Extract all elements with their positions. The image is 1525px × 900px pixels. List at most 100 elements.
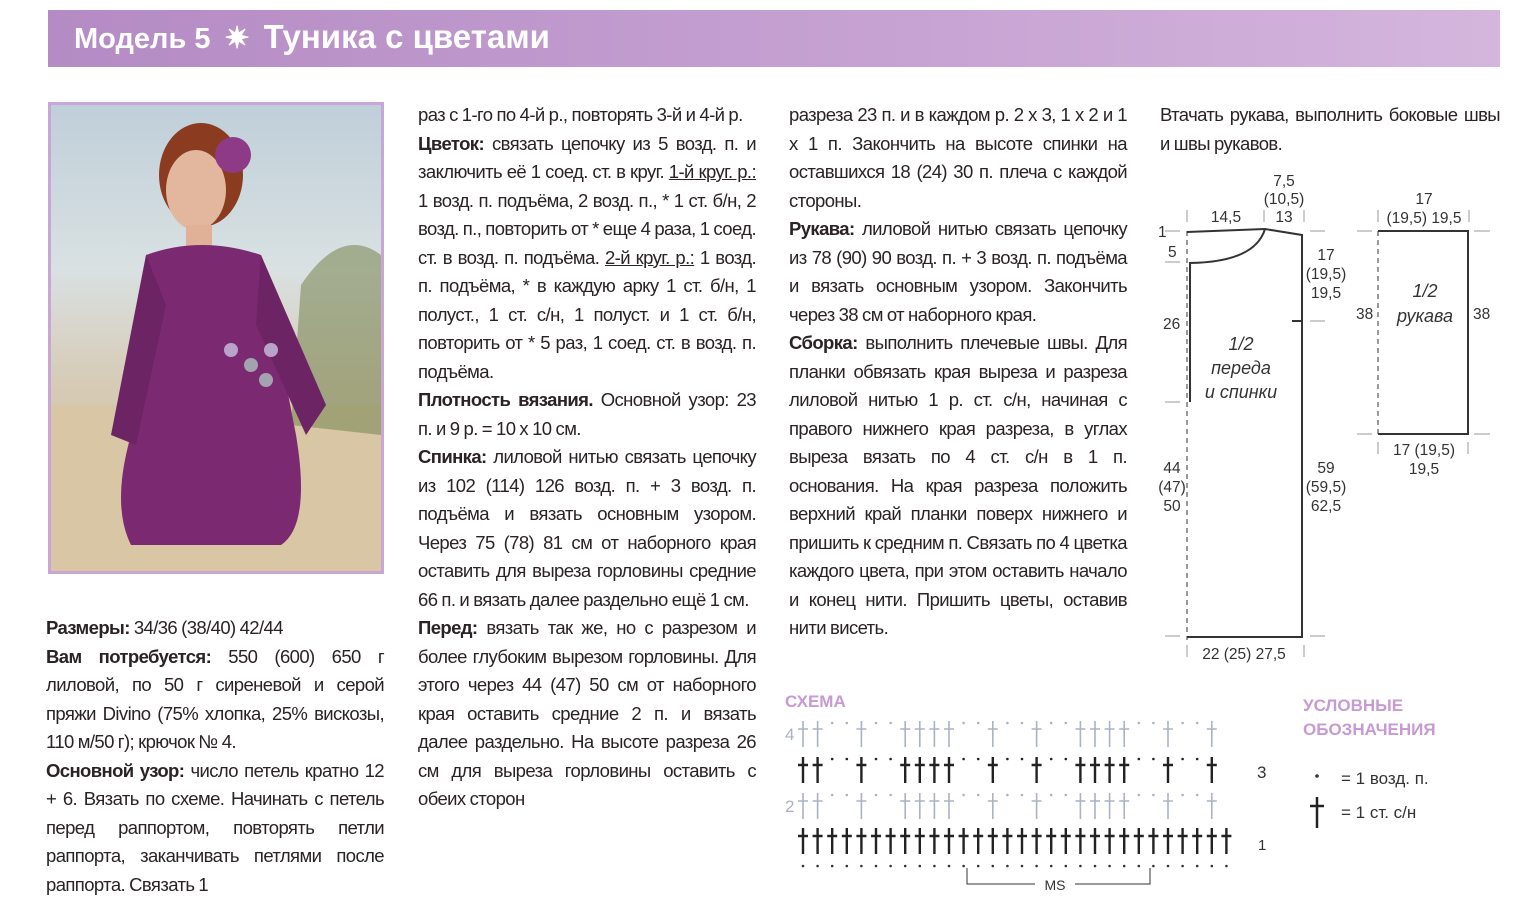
stitch-chain <box>1181 864 1184 868</box>
stitch-dc <box>944 828 954 854</box>
stitch-dc <box>1192 828 1203 854</box>
stitch-dc <box>914 757 925 783</box>
crochet-scheme: СХЕМА 4 3 2 1 MS УСЛОВНЫЕ ОБОЗНАЧЕНИЯ = … <box>785 692 1436 893</box>
model-number: Модель 5 <box>74 23 211 55</box>
neckline-slit <box>1189 228 1266 402</box>
stitch-chain <box>816 864 819 868</box>
stitch-chain <box>845 793 849 797</box>
sizes: Размеры: 34/36 (38/40) 42/44 <box>46 617 284 638</box>
stitch-dc <box>987 793 998 819</box>
sleeve-label: 1/2 <box>1412 281 1437 301</box>
row-number: 3 <box>1257 763 1266 782</box>
pattern-continued: раз с 1-го по 4-й р., повторять 3-й и 4-… <box>418 104 743 125</box>
photo-illustration <box>51 123 381 571</box>
armhole-height: (19,5) <box>1306 266 1347 283</box>
stitch-dc <box>929 721 940 747</box>
flower <box>224 343 238 357</box>
face <box>166 150 226 230</box>
neck-width: 7,5 <box>1273 173 1295 190</box>
stitch-dc <box>1002 828 1013 854</box>
stitch-chain <box>1064 757 1068 761</box>
stitch-chain <box>1006 864 1009 868</box>
stitch-chain <box>976 864 980 868</box>
stitch-dc <box>812 828 823 854</box>
stitch-chain <box>801 864 805 868</box>
row-number: 4 <box>785 725 794 744</box>
stitch-chain <box>1049 757 1053 761</box>
stitch-dc <box>900 721 911 747</box>
scheme-title: СХЕМА <box>785 692 846 711</box>
double-crochet-icon <box>1310 797 1324 828</box>
armhole-height: 19,5 <box>1311 285 1341 302</box>
stitch-chain <box>1195 721 1199 725</box>
stitch-dc <box>1075 757 1086 783</box>
assembly-instructions: Сборка: выполнить плечевые швы. Для план… <box>789 332 1128 638</box>
stitch-dc <box>1090 757 1100 783</box>
stitch-chain <box>874 864 878 868</box>
stitch-dc <box>900 757 911 783</box>
stitch-dc <box>1163 721 1173 747</box>
body-label: и спинки <box>1205 382 1277 402</box>
stitch-dc <box>856 757 867 783</box>
stitch-chain <box>1020 793 1024 797</box>
stitch-dc <box>944 793 954 819</box>
neck-width: (10,5) <box>1264 191 1305 208</box>
stitch-dc <box>798 721 808 747</box>
legend-dc: = 1 ст. с/н <box>1341 803 1416 822</box>
stitch-dc <box>900 793 911 819</box>
stitch-chain <box>1079 864 1082 868</box>
stitch-chain <box>889 864 892 868</box>
stitch-dc <box>798 793 808 819</box>
stitch-dc <box>871 828 881 854</box>
body-label: 1/2 <box>1228 334 1253 354</box>
hair-flower <box>215 137 251 173</box>
stitch-chain <box>889 757 892 761</box>
shoulder-width: 14,5 <box>1211 209 1241 226</box>
stitch-dc <box>914 793 925 819</box>
stitch-dc <box>1031 828 1042 854</box>
model-photo <box>48 102 384 574</box>
stitch-chain <box>903 864 907 868</box>
body-label: переда <box>1211 358 1271 378</box>
stitch-chain <box>1166 864 1170 868</box>
front-continued: разреза 23 п. и в каждом р. 2 х 3, 1 х 2… <box>789 104 1128 211</box>
side-height: (59,5) <box>1306 479 1347 496</box>
stitch-chain <box>1152 757 1155 761</box>
stitch-dc <box>798 757 808 783</box>
stitch-dc <box>1206 757 1217 783</box>
pattern-labels: 14,5 7,5 (10,5) 13 1 5 26 17 (19,5) 19,5… <box>1158 173 1490 663</box>
stitch-dc <box>812 793 823 819</box>
flower <box>264 343 278 357</box>
legend-title: ОБОЗНАЧЕНИЯ <box>1303 720 1436 739</box>
stitch-chain <box>1064 793 1068 797</box>
stitch-chain <box>1049 721 1053 725</box>
stitch-dc <box>1104 757 1115 783</box>
stitch-chain <box>874 757 878 761</box>
stitch-dc <box>944 757 954 783</box>
stitch-dc <box>1104 793 1115 819</box>
slit-height: 26 <box>1163 316 1180 333</box>
stitch-chain <box>1064 721 1068 725</box>
legend-title: УСЛОВНЫЕ <box>1303 696 1403 715</box>
stitch-chain <box>830 721 834 725</box>
text-column-1: Размеры: 34/36 (38/40) 42/44 Вам потребу… <box>46 614 385 899</box>
armhole-height: 17 <box>1317 247 1334 264</box>
gauge: Плотность вязания. Основной узор: 23 п. … <box>418 389 757 439</box>
stitch-dc <box>827 828 838 854</box>
stitch-chain <box>845 864 849 868</box>
stitch-dc <box>1206 793 1217 819</box>
neck-drop: 1 <box>1158 224 1167 241</box>
neck-width: 13 <box>1275 209 1292 226</box>
stitch-chain <box>874 721 878 725</box>
sleeve-label: рукава <box>1396 306 1453 326</box>
sleeve-bottom-width: 17 (19,5) <box>1393 442 1455 459</box>
bottom-width: 22 (25) 27,5 <box>1202 646 1286 663</box>
stitch-chain <box>1049 793 1053 797</box>
stitch-chain <box>845 721 849 725</box>
stitch-dc <box>1031 793 1042 819</box>
sleeve-bottom-width: 19,5 <box>1409 461 1439 478</box>
stitch-dc <box>1163 793 1173 819</box>
stitch-chain <box>976 721 980 725</box>
text-column-3: разреза 23 п. и в каждом р. 2 х 3, 1 х 2… <box>789 101 1128 643</box>
